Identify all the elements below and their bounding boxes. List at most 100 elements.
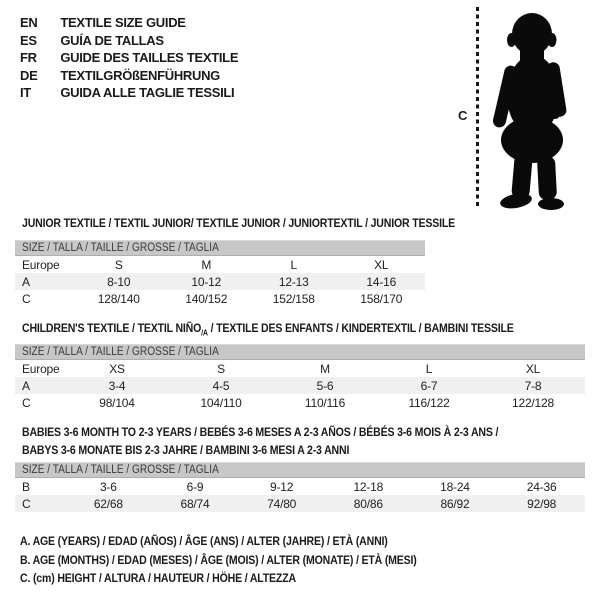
row-label: Europe: [22, 361, 60, 376]
table-row: C 98/104 104/110 110/116 116/122 122/128: [15, 394, 585, 411]
language-label: GUIDE DES TAILLES TEXTILE: [60, 50, 239, 65]
table-cell: 8-10: [107, 274, 131, 289]
table-cell: XL: [525, 361, 541, 376]
size-header-bar: SIZE / TALLA / TAILLE / GRÖSSE / TAGLIA: [15, 462, 585, 478]
measurement-legend: A. AGE (YEARS) / EDAD (AÑOS) / ÂGE (ANS)…: [20, 532, 471, 588]
table-cell: L: [425, 361, 433, 376]
table-cell: L: [290, 257, 298, 272]
section-title-line2: BABYS 3-6 MONATE BIS 2-3 JAHRE / BAMBINI…: [22, 443, 350, 457]
table-row: A 3-4 4-5 5-6 6-7 7-8: [15, 377, 585, 394]
language-code: IT: [20, 85, 31, 100]
height-measure-dashed-line: [476, 7, 479, 207]
legend-text: C. (cm) HEIGHT / ALTURA / HAUTEUR / HÖHE…: [20, 571, 296, 585]
size-header-text: SIZE / TALLA / TAILLE / GRÖSSE / TAGLIA: [22, 346, 219, 358]
section-title-line1: BABIES 3-6 MONTH TO 2-3 YEARS / BEBÉS 3-…: [22, 425, 499, 439]
table-cell: 14-16: [366, 274, 397, 289]
table-cell: 12-18: [353, 479, 384, 494]
table-cell: 5-6: [316, 378, 334, 393]
table-cell: 140/152: [185, 291, 228, 306]
legend-text: A. AGE (YEARS) / EDAD (AÑOS) / ÂGE (ANS)…: [20, 534, 388, 548]
table-cell: 68/74: [180, 496, 210, 511]
size-header-bar: SIZE / TALLA / TAILLE / GRÖSSE / TAGLIA: [15, 344, 585, 360]
table-cell: 104/110: [200, 395, 242, 410]
section-title-junior: JUNIOR TEXTILE / TEXTIL JUNIOR/ TEXTILE …: [22, 216, 514, 230]
section-title-text: CHILDREN'S TEXTILE / TEXTIL NIÑO/A / TEX…: [22, 321, 514, 337]
language-label: TEXTILGRÖßENFÜHRUNG: [60, 67, 220, 83]
language-code: FR: [20, 50, 37, 65]
table-cell: 92/98: [527, 496, 557, 511]
language-code: DE: [20, 67, 38, 83]
junior-size-table: Europe S M L XL A 8-10 10-12 12-13 14-16…: [15, 256, 425, 307]
table-cell: 9-12: [270, 479, 294, 494]
legend-line-b: B. AGE (MONTHS) / EDAD (MESES) / ÂGE (MO…: [20, 551, 471, 570]
table-cell: 128/140: [97, 291, 140, 306]
table-cell: 18-24: [440, 479, 470, 494]
size-header-text: SIZE / TALLA / TAILLE / GRÖSSE / TAGLIA: [22, 464, 219, 476]
table-cell: 7-8: [524, 378, 542, 393]
title-part-pre: CHILDREN'S TEXTILE / TEXTIL NIÑO: [22, 321, 202, 335]
baby-silhouette-icon: [492, 13, 567, 210]
row-label: A: [22, 378, 30, 393]
language-label: GUÍA DE TALLAS: [60, 32, 164, 48]
table-cell: 6-9: [186, 479, 204, 494]
table-cell: 3-4: [108, 378, 126, 393]
row-label: Europe: [22, 257, 60, 272]
language-header: EN TEXTILE SIZE GUIDE ES GUÍA DE TALLAS …: [20, 14, 239, 102]
language-row-fr: FR GUIDE DES TAILLES TEXTILE: [20, 49, 239, 67]
table-cell: 116/122: [408, 395, 450, 410]
table-cell: 98/104: [99, 395, 135, 410]
title-part-post: / TEXTILE DES ENFANTS / KINDERTEXTIL / B…: [207, 321, 514, 335]
table-cell: 158/170: [360, 291, 403, 306]
babies-size-table: B 3-6 6-9 9-12 12-18 18-24 24-36 C 62/68…: [15, 478, 585, 512]
table-cell: 10-12: [191, 274, 222, 289]
language-code: ES: [20, 32, 37, 48]
legend-line-a: A. AGE (YEARS) / EDAD (AÑOS) / ÂGE (ANS)…: [20, 532, 471, 551]
table-cell: M: [201, 257, 212, 272]
table-cell: 80/86: [353, 496, 383, 511]
language-label: GUIDA ALLE TAGLIE TESSILI: [60, 85, 235, 100]
section-title-text: JUNIOR TEXTILE / TEXTIL JUNIOR/ TEXTILE …: [22, 216, 455, 230]
table-cell: 110/116: [304, 395, 346, 410]
table-row: B 3-6 6-9 9-12 12-18 18-24 24-36: [15, 478, 585, 495]
table-cell: M: [320, 361, 330, 376]
row-label: A: [22, 274, 30, 289]
row-label: C: [22, 291, 31, 306]
table-cell: 4-5: [212, 378, 230, 393]
row-label: C: [22, 395, 31, 410]
table-cell: 62/68: [93, 496, 123, 511]
language-row-es: ES GUÍA DE TALLAS: [20, 32, 238, 50]
legend-line-c: C. (cm) HEIGHT / ALTURA / HAUTEUR / HÖHE…: [20, 569, 471, 588]
language-row-de: DE TEXTILGRÖßENFÜHRUNG: [20, 67, 238, 85]
table-row: Europe S M L XL: [15, 256, 425, 273]
table-cell: 74/80: [267, 496, 297, 511]
table-cell: 86/92: [440, 496, 470, 511]
language-row-it: IT GUIDA ALLE TAGLIE TESSILI: [20, 84, 238, 102]
children-size-table: Europe XS S M L XL A 3-4 4-5 5-6 6-7 7-8…: [15, 360, 585, 411]
table-row: C 62/68 68/74 74/80 80/86 86/92 92/98: [15, 495, 585, 512]
height-measure-label: C: [458, 108, 468, 123]
language-row-en: EN TEXTILE SIZE GUIDE: [20, 14, 238, 32]
table-cell: 12-13: [278, 274, 309, 289]
size-header-bar: SIZE / TALLA / TAILLE / GRÖSSE / TAGLIA: [15, 240, 425, 256]
table-cell: XL: [374, 257, 389, 272]
table-cell: 24-36: [526, 479, 557, 494]
language-label: TEXTILE SIZE GUIDE: [60, 15, 186, 30]
legend-text: B. AGE (MONTHS) / EDAD (MESES) / ÂGE (MO…: [20, 552, 417, 567]
section-title-babies: BABIES 3-6 MONTH TO 2-3 YEARS / BEBÉS 3-…: [22, 423, 563, 459]
table-row: Europe XS S M L XL: [15, 360, 585, 377]
table-cell: XS: [109, 361, 125, 376]
table-row: A 8-10 10-12 12-13 14-16: [15, 273, 425, 290]
table-row: C 128/140 140/152 152/158 158/170: [15, 290, 425, 307]
size-header-text: SIZE / TALLA / TAILLE / GRÖSSE / TAGLIA: [22, 242, 219, 254]
section-title-children: CHILDREN'S TEXTILE / TEXTIL NIÑO/A / TEX…: [22, 321, 581, 337]
table-cell: S: [114, 257, 123, 272]
title-part-sub: /A: [201, 328, 208, 338]
table-cell: 152/158: [272, 291, 315, 306]
table-cell: S: [217, 361, 225, 376]
row-label: C: [22, 496, 31, 511]
table-cell: 6-7: [420, 378, 438, 393]
table-cell: 3-6: [99, 479, 117, 494]
language-code: EN: [20, 15, 38, 30]
table-cell: 122/128: [512, 395, 554, 410]
